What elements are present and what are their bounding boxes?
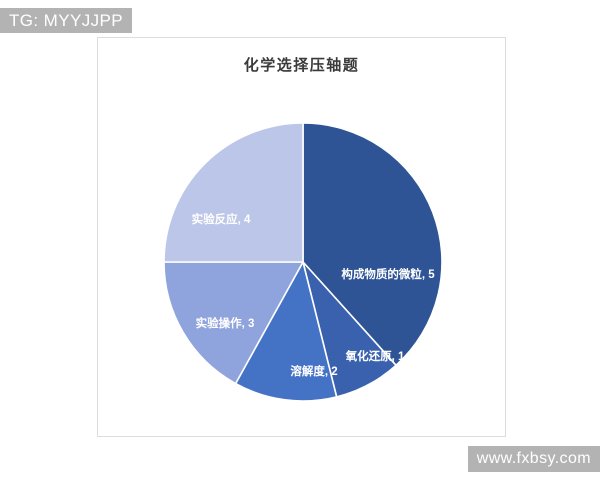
pie-slice[interactable] bbox=[234, 261, 338, 402]
pie-slice-label: 实验反应, 4 bbox=[192, 212, 251, 226]
pie-slice-label: 溶解度, 2 bbox=[290, 364, 337, 378]
chart-panel: 化学选择压轴题 构成物质的微粒, 5 氧化还原, 1 溶解度, 2 实验操作, 3 实验… bbox=[97, 37, 506, 437]
pie-slice-group bbox=[163, 122, 443, 402]
pie-chart: 构成物质的微粒, 5 氧化还原, 1 溶解度, 2 实验操作, 3 实验反应, 4 bbox=[163, 122, 443, 402]
pie-slice[interactable] bbox=[302, 122, 443, 367]
watermark-bottom-right: www.fxbsy.com bbox=[467, 446, 600, 472]
pie-slice-label: 氧化还原, 1 bbox=[345, 349, 405, 363]
pie-slice-label: 实验操作, 3 bbox=[196, 316, 255, 330]
pie-label-group: 构成物质的微粒, 5 氧化还原, 1 溶解度, 2 实验操作, 3 实验反应, 4 bbox=[192, 212, 436, 378]
watermark-top-left: TG: MYYJJPP bbox=[0, 8, 132, 33]
pie-slice[interactable] bbox=[163, 261, 304, 385]
chart-title: 化学选择压轴题 bbox=[243, 57, 360, 74]
pie-slice[interactable] bbox=[163, 122, 304, 263]
pie-slice-label: 构成物质的微粒, 5 bbox=[341, 267, 435, 281]
